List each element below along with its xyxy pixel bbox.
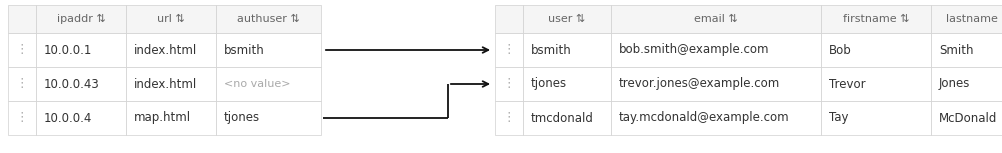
Text: tjones: tjones: [531, 78, 567, 91]
Bar: [495, 101, 523, 135]
Text: Tay: Tay: [829, 112, 849, 125]
Text: Trevor: Trevor: [829, 78, 866, 91]
Bar: [216, 67, 321, 101]
Bar: [36, 5, 126, 33]
Bar: [523, 5, 611, 33]
Text: Smith: Smith: [939, 43, 974, 56]
Bar: [821, 101, 931, 135]
Text: url ⇅: url ⇅: [157, 14, 185, 24]
Bar: [611, 5, 821, 33]
Text: tmcdonald: tmcdonald: [531, 112, 594, 125]
Text: Bob: Bob: [829, 43, 852, 56]
Text: ⋮: ⋮: [16, 43, 28, 56]
Bar: [126, 33, 216, 67]
Bar: [8, 5, 36, 33]
Bar: [821, 67, 931, 101]
Bar: [36, 101, 126, 135]
Bar: [495, 33, 523, 67]
Text: bob.smith@example.com: bob.smith@example.com: [619, 43, 770, 56]
Bar: [126, 5, 216, 33]
Text: ⋮: ⋮: [16, 78, 28, 91]
Bar: [931, 67, 1002, 101]
Bar: [523, 101, 611, 135]
Bar: [611, 33, 821, 67]
Text: tjones: tjones: [224, 112, 261, 125]
Bar: [36, 33, 126, 67]
Bar: [36, 67, 126, 101]
Bar: [611, 67, 821, 101]
Text: ⋮: ⋮: [503, 43, 515, 56]
Bar: [931, 33, 1002, 67]
Text: index.html: index.html: [134, 78, 197, 91]
Text: trevor.jones@example.com: trevor.jones@example.com: [619, 78, 781, 91]
Text: ipaddr ⇅: ipaddr ⇅: [57, 14, 105, 24]
Text: index.html: index.html: [134, 43, 197, 56]
Bar: [8, 67, 36, 101]
Text: lastname ⇅: lastname ⇅: [946, 14, 1002, 24]
Bar: [931, 101, 1002, 135]
Text: 10.0.0.43: 10.0.0.43: [44, 78, 100, 91]
Text: map.html: map.html: [134, 112, 191, 125]
Bar: [216, 101, 321, 135]
Bar: [8, 101, 36, 135]
Text: ⋮: ⋮: [503, 78, 515, 91]
Text: 10.0.0.1: 10.0.0.1: [44, 43, 92, 56]
Bar: [523, 67, 611, 101]
Bar: [216, 33, 321, 67]
Bar: [821, 33, 931, 67]
Text: ⋮: ⋮: [503, 112, 515, 125]
Bar: [126, 67, 216, 101]
Bar: [8, 33, 36, 67]
Text: <no value>: <no value>: [224, 79, 291, 89]
Text: firstname ⇅: firstname ⇅: [843, 14, 909, 24]
Bar: [821, 5, 931, 33]
Text: user ⇅: user ⇅: [548, 14, 585, 24]
Text: authuser ⇅: authuser ⇅: [237, 14, 300, 24]
Text: ⋮: ⋮: [16, 112, 28, 125]
Text: Jones: Jones: [939, 78, 970, 91]
Bar: [495, 67, 523, 101]
Text: email ⇅: email ⇅: [694, 14, 737, 24]
Text: tay.mcdonald@example.com: tay.mcdonald@example.com: [619, 112, 790, 125]
Text: bsmith: bsmith: [531, 43, 572, 56]
Text: 10.0.0.4: 10.0.0.4: [44, 112, 92, 125]
Bar: [126, 101, 216, 135]
Text: McDonald: McDonald: [939, 112, 997, 125]
Bar: [611, 101, 821, 135]
Bar: [216, 5, 321, 33]
Text: bsmith: bsmith: [224, 43, 265, 56]
Bar: [523, 33, 611, 67]
Bar: [495, 5, 523, 33]
Bar: [931, 5, 1002, 33]
